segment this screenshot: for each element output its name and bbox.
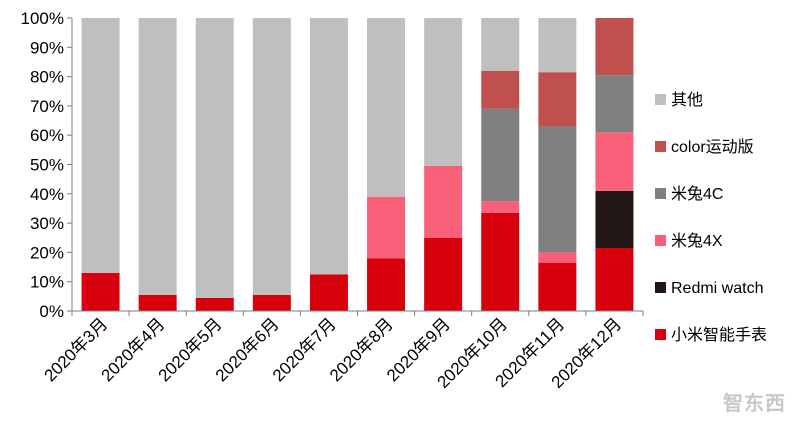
bar-segment	[138, 294, 177, 311]
bar-segment	[424, 237, 463, 311]
bar-segment	[481, 212, 520, 311]
bar-segment	[309, 18, 348, 275]
legend-label: 米兔4C	[671, 185, 723, 203]
legend-label: Redmi watch	[671, 280, 763, 297]
bar-segment	[481, 18, 520, 71]
bar-segment	[538, 126, 577, 253]
bar-segment	[595, 18, 634, 76]
bar-segment	[367, 258, 406, 311]
bar-segment	[195, 297, 234, 311]
bar-segment	[81, 18, 120, 273]
y-axis: 0% 10% 20% 30% 40% 50% 60% 70% 80% 90% 100%	[21, 9, 73, 321]
bar-segment	[252, 294, 291, 311]
bar-segment	[595, 190, 634, 249]
y-tick-label: 60%	[30, 126, 64, 145]
y-tick-label: 90%	[30, 38, 64, 57]
x-axis: 2020年3月2020年4月2020年5月2020年6月2020年7月2020年…	[40, 310, 644, 392]
legend-swatch	[655, 94, 666, 105]
y-tick-label: 0%	[39, 302, 64, 321]
bar-segment	[595, 132, 634, 191]
bar-segment	[538, 72, 577, 127]
bar-segment	[481, 201, 520, 213]
legend-label: 米兔4X	[671, 232, 723, 250]
legend-swatch	[655, 329, 666, 340]
bar-segment	[595, 75, 634, 133]
legend-swatch	[655, 141, 666, 152]
bar-segment	[195, 18, 234, 298]
y-tick-label: 20%	[30, 243, 64, 262]
y-tick-label: 50%	[30, 156, 64, 175]
bar-segment	[81, 272, 120, 311]
y-tick-label: 80%	[30, 68, 64, 87]
bar-segment	[538, 18, 577, 73]
y-tick-label: 40%	[30, 185, 64, 204]
watermark-logo: 智东西	[723, 391, 786, 415]
bar-segment	[481, 70, 520, 109]
legend-swatch	[655, 235, 666, 246]
legend-label: 其他	[671, 91, 703, 109]
bar-segment	[309, 274, 348, 311]
y-tick-label: 100%	[21, 9, 64, 28]
legend-swatch	[655, 188, 666, 199]
bar-segment	[367, 196, 406, 259]
bar-segment	[538, 252, 577, 263]
bar-segment	[424, 18, 463, 166]
bar-segment	[481, 108, 520, 202]
bar-segment	[424, 165, 463, 238]
bar-segment	[595, 248, 634, 311]
bar-segment	[367, 18, 406, 197]
bar-segment	[138, 18, 177, 295]
y-tick-label: 10%	[30, 273, 64, 292]
legend-label: 小米智能手表	[671, 326, 767, 344]
bar-segment	[538, 262, 577, 311]
bars	[81, 18, 634, 311]
y-tick-label: 30%	[30, 214, 64, 233]
legend-swatch	[655, 282, 666, 293]
bar-segment	[252, 18, 291, 295]
y-tick-label: 70%	[30, 97, 64, 116]
legend-label: color运动版	[671, 138, 754, 156]
